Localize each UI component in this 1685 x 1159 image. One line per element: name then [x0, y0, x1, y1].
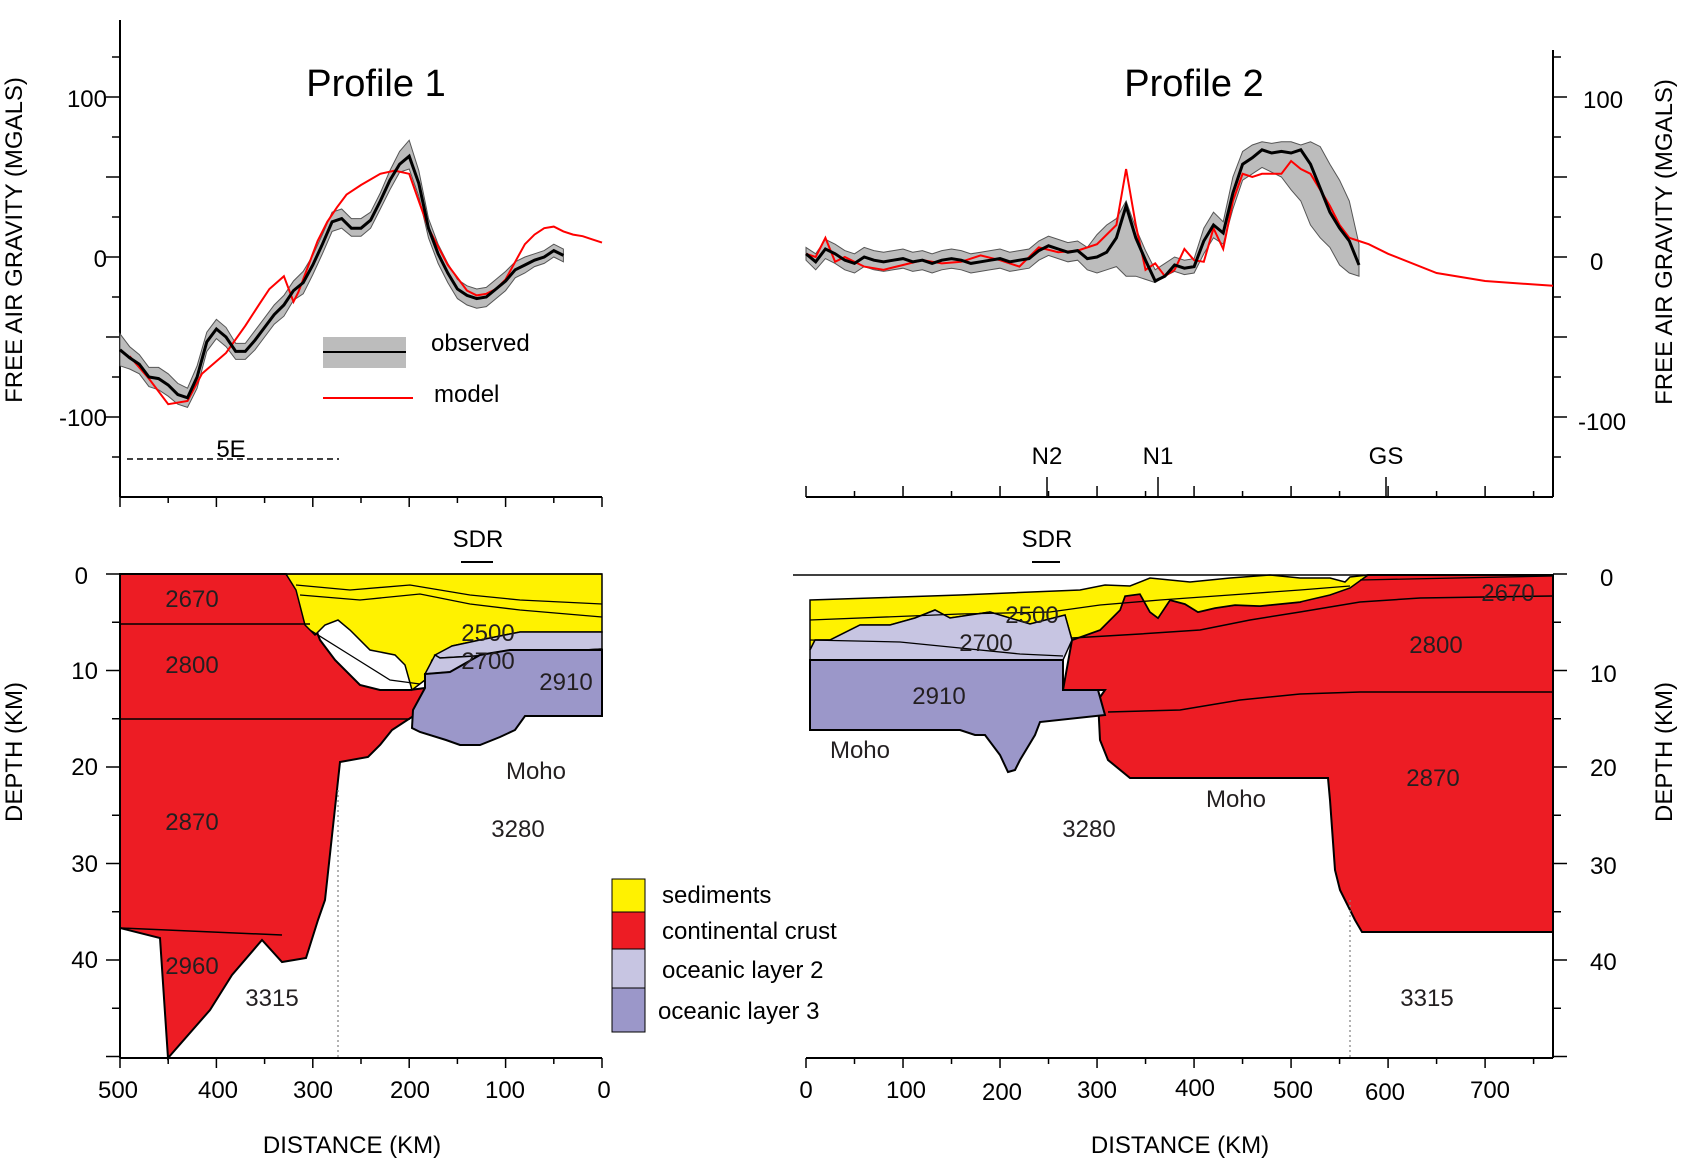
- layer-legend: sediments continental crust oceanic laye…: [611, 878, 837, 1033]
- profile-2-observed-line: [805, 148, 1361, 284]
- profile-1-depth-y-axis-title: DEPTH (KM): [1, 682, 28, 822]
- profile-1-xtick-label: 200: [390, 1077, 430, 1104]
- profile-2-xtick-label: 200: [982, 1079, 1022, 1106]
- profile-1-xtick-label: 100: [485, 1077, 525, 1104]
- density-label: 3315: [245, 985, 298, 1012]
- profile-1-depth-ytick-label: 0: [75, 563, 88, 590]
- density-label: 2870: [1406, 765, 1459, 792]
- profile-1-title: Profile 1: [306, 63, 445, 105]
- profile-1-gravity-panel: Profile 1 100 0 -100 FREE AIR GRAVITY (M…: [1, 20, 603, 507]
- profile-2-xtick-label: 700: [1470, 1077, 1510, 1104]
- profile-2-xtick-label: 300: [1077, 1077, 1117, 1104]
- density-label: 2700: [461, 648, 514, 675]
- density-label: 3280: [491, 816, 544, 843]
- density-label: 2910: [539, 669, 592, 696]
- profile-2-n1-label: N1: [1143, 443, 1174, 470]
- profile-1-xtick-label: 500: [98, 1077, 138, 1104]
- profile-1-depth-panel: SDR 0 10 20 30 40 500 400 300 200 1: [1, 526, 611, 1159]
- profile-1-gravity-ytick-label: 0: [94, 246, 107, 273]
- legend-swatch-sediments: [611, 878, 646, 913]
- density-label: 2960: [165, 953, 218, 980]
- profile-2-sediment-line: [809, 585, 1351, 621]
- legend-observed-label: observed: [431, 330, 530, 357]
- profile-2-gs-label: GS: [1369, 443, 1404, 470]
- profile-1-xtick-label: 400: [198, 1077, 238, 1104]
- profile-2-crust-top-boundary: [1359, 575, 1554, 581]
- profile-2-sediment-line: [809, 639, 1064, 657]
- profile-2-depth-y-axis-title: DEPTH (KM): [1651, 682, 1678, 822]
- profile-1-sediment-line: [295, 584, 603, 605]
- profile-2-crust-internal-boundary: [1107, 691, 1553, 713]
- density-label: 3280: [1062, 816, 1115, 843]
- profile-1-continental-crust: [119, 573, 427, 1061]
- moho-label: Moho: [830, 737, 890, 764]
- profile-2-depth-ytick-label: 10: [1590, 661, 1617, 688]
- profile-2-xtick-label: 600: [1365, 1079, 1405, 1106]
- profile-2-n2-label: N2: [1032, 443, 1063, 470]
- profile-2-xtick-label: 0: [799, 1077, 812, 1104]
- profile-1-gravity-y-axis-title: FREE AIR GRAVITY (MGALS): [1, 77, 28, 403]
- profile-1-depth-ytick-label: 40: [71, 947, 98, 974]
- profile-2-crust-boundary: [1071, 595, 1554, 639]
- profile-2-title: Profile 2: [1124, 63, 1263, 105]
- profile-2-gravity-ytick-label: 100: [1583, 87, 1623, 114]
- profile-2-xtick-label: 400: [1175, 1075, 1215, 1102]
- profile-1-x-axis-title: DISTANCE (KM): [263, 1132, 441, 1159]
- density-label: 2800: [1409, 632, 1462, 659]
- legend-swatch-continental-crust: [611, 911, 646, 950]
- profile-2-gravity-panel: Profile 2 100 0 -100 FREE AIR GRAVITY (M…: [805, 50, 1678, 498]
- profile-1-xtick-label: 0: [597, 1077, 610, 1104]
- profile-1-depth-ytick-label: 30: [71, 851, 98, 878]
- profile-1-gravity-ytick-label: 100: [67, 86, 107, 113]
- profile-2-sdr-label: SDR: [1022, 526, 1073, 553]
- profile-2-depth-panel: SDR 0 10 20 30 40 0 100 200 300 400 500: [793, 526, 1678, 1159]
- profile-2-depth-ytick-label: 30: [1590, 853, 1617, 880]
- profile-1-depth-ytick-label: 10: [71, 658, 98, 685]
- density-label: 2700: [959, 630, 1012, 657]
- profile-2-xtick-label: 100: [886, 1077, 926, 1104]
- legend-swatch-oceanic-layer-3: [611, 987, 646, 1033]
- profile-1-gravity-ytick-label: -100: [59, 405, 107, 432]
- profile-1-xtick-label: 300: [293, 1077, 333, 1104]
- profile-2-gravity-y-axis-title: FREE AIR GRAVITY (MGALS): [1651, 79, 1678, 405]
- profile-1-sdr-label: SDR: [453, 526, 504, 553]
- legend-swatch-oceanic-layer-2: [611, 948, 646, 989]
- profile-1-observed-line: [119, 153, 565, 400]
- moho-label: Moho: [506, 758, 566, 785]
- profile-1-5e-label: 5E: [216, 436, 245, 463]
- profile-2-depth-ytick-label: 20: [1590, 755, 1617, 782]
- profile-1-depth-ytick-label: 20: [71, 754, 98, 781]
- legend-label-oceanic-layer-3: oceanic layer 3: [658, 998, 819, 1025]
- profile-1-oceanic-layer-3: [410, 649, 603, 746]
- density-label: 3315: [1400, 985, 1453, 1012]
- legend-label-oceanic-layer-2: oceanic layer 2: [662, 957, 823, 984]
- density-label: 2910: [912, 683, 965, 710]
- profile-2-gravity-ytick-label: -100: [1578, 409, 1626, 436]
- profile-2-oceanic-layer-3: [809, 659, 1107, 774]
- legend-label-sediments: sediments: [662, 882, 771, 909]
- density-label: 2870: [165, 809, 218, 836]
- profile-2-depth-ytick-label: 0: [1600, 565, 1613, 592]
- profile-2-xtick-label: 500: [1273, 1077, 1313, 1104]
- profile-1-moho-base-line: [119, 927, 283, 936]
- density-label: 2500: [461, 620, 514, 647]
- profile-2-gravity-ytick-label: 0: [1590, 249, 1603, 276]
- observed-range-band: [119, 139, 564, 409]
- density-label: 2500: [1005, 602, 1058, 629]
- profile-1-sediment-line: [299, 593, 603, 618]
- moho-label: Moho: [1206, 786, 1266, 813]
- density-label: 2670: [1481, 580, 1534, 607]
- legend-model-label: model: [434, 381, 499, 408]
- profile-2-x-axis-title: DISTANCE (KM): [1091, 1132, 1269, 1159]
- profile-2-depth-ytick-label: 40: [1590, 949, 1617, 976]
- profile-1-observed-range-band: [119, 139, 564, 409]
- density-label: 2800: [165, 652, 218, 679]
- profile-1-sediment-line: [309, 629, 421, 685]
- legend-label-continental-crust: continental crust: [662, 918, 837, 945]
- profile-2-oceanic-layer-2: [809, 609, 1073, 661]
- profile-2-continental-crust: [1061, 574, 1554, 933]
- density-label: 2670: [165, 586, 218, 613]
